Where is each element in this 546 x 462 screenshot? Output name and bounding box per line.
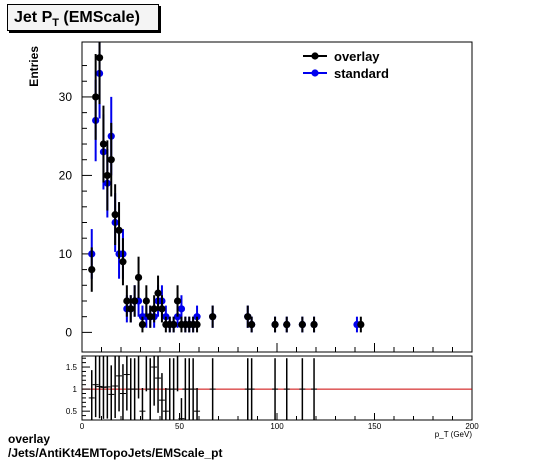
overlay-data-point bbox=[248, 320, 256, 329]
overlay-data-point bbox=[107, 156, 115, 164]
overlay-data-point bbox=[115, 226, 123, 234]
overlay-data-point bbox=[146, 313, 154, 321]
x-tick-label: 200 bbox=[465, 422, 479, 431]
overlay-data-point bbox=[111, 211, 119, 219]
overlay-data-point bbox=[209, 313, 217, 321]
overlay-data-point bbox=[244, 313, 252, 321]
ratio-y-tick-label: 1.5 bbox=[66, 363, 78, 372]
overlay-data-point bbox=[123, 297, 131, 305]
overlay-data-point bbox=[158, 305, 166, 313]
chart-title: Jet PT (EMScale) bbox=[7, 4, 159, 31]
legend-entry-standard-label: standard bbox=[334, 66, 389, 81]
overlay-data-point bbox=[103, 171, 111, 180]
y-axis-label: Entries bbox=[27, 46, 41, 87]
ratio-plot-frame bbox=[81, 355, 473, 421]
overlay-data-point bbox=[119, 258, 127, 266]
overlay-data-point bbox=[95, 54, 104, 62]
overlay-data-point bbox=[88, 265, 96, 274]
x-tick-label: 50 bbox=[175, 422, 184, 431]
main-y-tick-label: 0 bbox=[65, 325, 72, 339]
overlay-data-point bbox=[134, 273, 143, 282]
overlay-data-point bbox=[170, 320, 178, 329]
footer-overlay-label: overlay bbox=[8, 432, 51, 446]
legend-entry-standard-marker bbox=[311, 69, 319, 77]
footer-histogram-path: /Jets/AntiKt4EMTopoJets/EMScale_pt bbox=[8, 446, 223, 460]
overlay-data-point bbox=[154, 289, 162, 297]
overlay-data-point bbox=[310, 320, 318, 329]
main-y-tick-label: 20 bbox=[59, 168, 73, 182]
main-plot-frame bbox=[81, 41, 473, 353]
overlay-data-point bbox=[283, 320, 291, 329]
overlay-data-point bbox=[99, 140, 108, 148]
legend-entry-overlay-marker bbox=[311, 52, 319, 60]
standard-data-point bbox=[177, 305, 186, 313]
overlay-data-point bbox=[138, 320, 147, 329]
overlay-data-point bbox=[142, 297, 150, 305]
overlay-data-point bbox=[271, 320, 279, 329]
overlay-data-point bbox=[193, 320, 201, 329]
x-tick-label: 0 bbox=[80, 422, 85, 431]
ratio-y-tick-label: 0.5 bbox=[66, 407, 78, 416]
overlay-data-point bbox=[131, 297, 139, 305]
overlay-data-point bbox=[127, 305, 135, 313]
main-y-tick-label: 30 bbox=[59, 90, 73, 104]
overlay-data-point bbox=[173, 297, 182, 305]
ratio-y-tick-label: 1 bbox=[73, 385, 78, 394]
overlay-data-point bbox=[92, 93, 100, 101]
legend-entry-overlay-label: overlay bbox=[334, 49, 380, 64]
overlay-data-point bbox=[357, 320, 365, 329]
overlay-data-point bbox=[150, 305, 158, 313]
x-tick-label: 100 bbox=[270, 422, 284, 431]
main-y-tick-label: 10 bbox=[59, 247, 73, 261]
overlay-data-point bbox=[298, 320, 306, 329]
x-axis-label: p_T (GeV) bbox=[435, 430, 473, 439]
x-tick-label: 150 bbox=[368, 422, 382, 431]
